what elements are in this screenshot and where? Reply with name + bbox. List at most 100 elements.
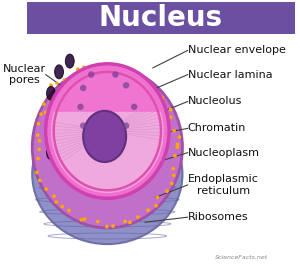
Circle shape [49,118,53,122]
Ellipse shape [65,54,74,68]
Circle shape [37,122,40,126]
Circle shape [146,208,150,212]
Circle shape [88,71,91,74]
Circle shape [36,133,40,137]
Circle shape [76,94,80,98]
Circle shape [112,67,116,71]
Polygon shape [51,66,164,111]
Circle shape [55,200,58,204]
Circle shape [73,77,77,81]
Circle shape [172,129,176,133]
Circle shape [130,75,134,79]
Circle shape [172,173,175,177]
Circle shape [77,114,80,117]
Circle shape [169,115,173,119]
Circle shape [87,74,90,78]
Text: Nucleoplasm: Nucleoplasm [188,148,260,158]
Ellipse shape [32,66,182,228]
Circle shape [160,95,164,99]
Text: Chromatin: Chromatin [188,123,246,133]
Circle shape [60,205,64,208]
FancyBboxPatch shape [27,2,295,34]
Circle shape [67,209,71,212]
Text: ScienceFacts.net: ScienceFacts.net [215,255,268,260]
Circle shape [62,78,66,82]
Ellipse shape [57,159,66,173]
Circle shape [48,97,51,101]
Circle shape [74,138,77,141]
Circle shape [35,170,39,174]
Circle shape [44,110,47,114]
Circle shape [123,82,129,89]
Circle shape [68,140,72,144]
Circle shape [36,157,40,160]
Circle shape [76,67,80,71]
Text: Nuclear lamina: Nuclear lamina [188,70,272,80]
Circle shape [88,71,94,78]
Circle shape [128,221,132,224]
Ellipse shape [46,64,169,198]
Circle shape [178,135,181,139]
Circle shape [49,83,53,87]
Circle shape [61,87,65,91]
Circle shape [176,145,179,149]
Circle shape [80,122,86,129]
Circle shape [155,196,159,199]
Circle shape [83,217,87,221]
Circle shape [96,220,100,223]
Circle shape [61,133,64,136]
Circle shape [123,122,129,129]
Circle shape [69,76,72,79]
Circle shape [38,139,41,143]
Circle shape [55,82,58,85]
Circle shape [119,71,123,75]
Circle shape [42,102,46,106]
Circle shape [173,154,177,158]
Circle shape [75,72,79,76]
Circle shape [70,116,74,120]
Text: Ribosomes: Ribosomes [188,212,248,222]
Ellipse shape [51,69,164,193]
Circle shape [112,71,119,78]
Ellipse shape [55,65,64,79]
Ellipse shape [46,146,56,160]
Circle shape [52,194,56,198]
Circle shape [154,204,158,208]
Circle shape [95,72,99,76]
Circle shape [44,187,48,191]
Circle shape [137,78,140,82]
Text: Nucleolus: Nucleolus [188,96,242,107]
Ellipse shape [32,104,182,244]
Circle shape [80,85,86,91]
Circle shape [105,225,109,228]
Circle shape [81,73,85,76]
Circle shape [150,89,153,93]
Circle shape [136,215,140,219]
Circle shape [171,167,175,170]
Circle shape [143,81,147,85]
Circle shape [39,112,43,116]
Circle shape [101,69,105,72]
Circle shape [37,147,41,151]
Ellipse shape [46,116,56,130]
Text: Nuclear
pores: Nuclear pores [2,64,46,85]
Circle shape [170,182,174,185]
Ellipse shape [83,111,126,162]
Circle shape [131,104,137,110]
Circle shape [55,117,58,120]
Circle shape [169,108,172,111]
Circle shape [38,179,42,182]
Circle shape [165,189,169,193]
Circle shape [50,108,53,112]
Text: Nucleus: Nucleus [99,4,223,31]
Circle shape [160,98,164,102]
Ellipse shape [46,86,56,100]
Text: Nuclear envelope: Nuclear envelope [188,45,286,55]
Circle shape [111,224,115,228]
Circle shape [80,218,83,222]
Circle shape [63,98,67,101]
Circle shape [82,92,85,96]
Circle shape [57,91,61,94]
Text: Endoplasmic
reticulum: Endoplasmic reticulum [188,174,259,196]
Circle shape [57,99,61,103]
